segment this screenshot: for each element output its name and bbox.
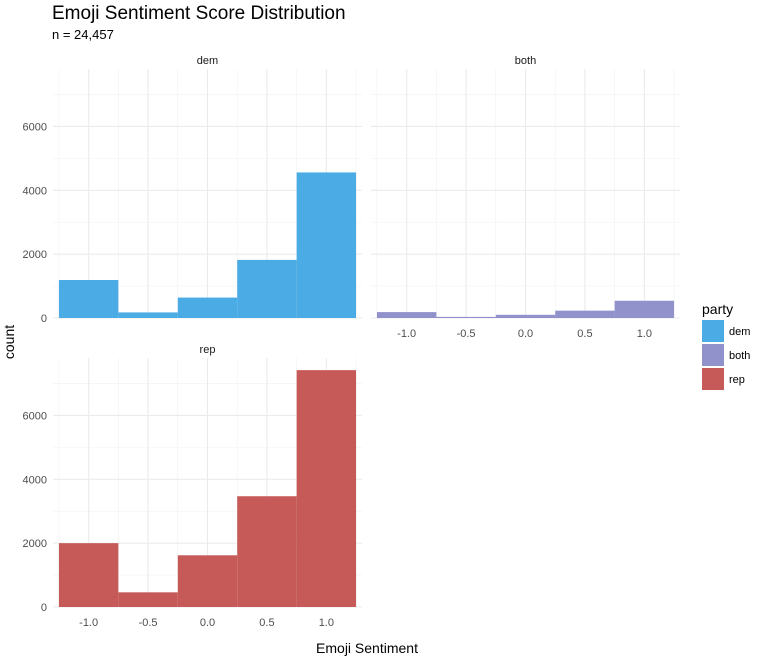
x-axis-title: Emoji Sentiment xyxy=(316,640,418,656)
legend-label-both: both xyxy=(729,350,750,362)
x-tick-label: 1.0 xyxy=(637,328,652,340)
x-tick-label: 1.0 xyxy=(319,617,334,629)
bar-both-0 xyxy=(376,312,437,318)
bar-dem-4 xyxy=(296,172,357,318)
facet-panel-rep: rep 0 2000 4000 6000 -1.0 -0.5 0.0 0.5 1.0 xyxy=(23,344,362,629)
x-tick-label: 0.5 xyxy=(577,328,592,340)
bar-rep-2 xyxy=(177,555,238,607)
facet-strip-label: rep xyxy=(200,344,216,356)
bar-both-2 xyxy=(495,314,556,318)
x-tick-label: -0.5 xyxy=(139,617,158,629)
legend: party dem both rep xyxy=(702,301,750,390)
legend-label-dem: dem xyxy=(729,326,750,338)
bar-dem-0 xyxy=(58,280,119,318)
chart-subtitle: n = 24,457 xyxy=(52,27,114,42)
y-tick-label: 6000 xyxy=(23,121,47,133)
facet-panel-both: both -1.0 -0.5 0.0 0.5 1.0 xyxy=(371,55,680,340)
y-tick-label: 4000 xyxy=(23,474,47,486)
bar-dem-1 xyxy=(118,312,178,318)
y-tick-label: 2000 xyxy=(23,538,47,550)
legend-key-rep xyxy=(702,368,724,390)
x-tick-label: 0.5 xyxy=(259,617,274,629)
bar-both-1 xyxy=(436,316,496,318)
bar-dem-3 xyxy=(237,259,297,318)
legend-label-rep: rep xyxy=(729,374,745,386)
bar-dem-2 xyxy=(177,297,238,318)
legend-key-dem xyxy=(702,320,724,342)
legend-title: party xyxy=(702,301,733,317)
x-tick-label: -1.0 xyxy=(397,328,416,340)
bar-rep-3 xyxy=(237,496,297,607)
y-tick-label: 2000 xyxy=(23,249,47,261)
facet-panel-dem: dem 0 2000 4000 6000 xyxy=(23,55,362,325)
bar-rep-1 xyxy=(118,592,178,607)
y-tick-label: 0 xyxy=(41,602,47,614)
bar-rep-0 xyxy=(58,543,119,607)
y-axis-title: count xyxy=(1,325,17,359)
bar-both-4 xyxy=(614,300,675,318)
x-tick-label: -1.0 xyxy=(79,617,98,629)
bar-both-3 xyxy=(555,310,615,318)
facet-strip-label: both xyxy=(515,55,536,67)
y-tick-label: 6000 xyxy=(23,410,47,422)
y-tick-label: 0 xyxy=(41,313,47,325)
facet-strip-label: dem xyxy=(197,55,218,67)
x-tick-label: -0.5 xyxy=(457,328,476,340)
x-tick-label: 0.0 xyxy=(518,328,533,340)
y-tick-label: 4000 xyxy=(23,185,47,197)
chart-title: Emoji Sentiment Score Distribution xyxy=(52,3,346,24)
bar-rep-4 xyxy=(296,370,357,607)
legend-key-both xyxy=(702,344,724,366)
x-tick-label: 0.0 xyxy=(200,617,215,629)
